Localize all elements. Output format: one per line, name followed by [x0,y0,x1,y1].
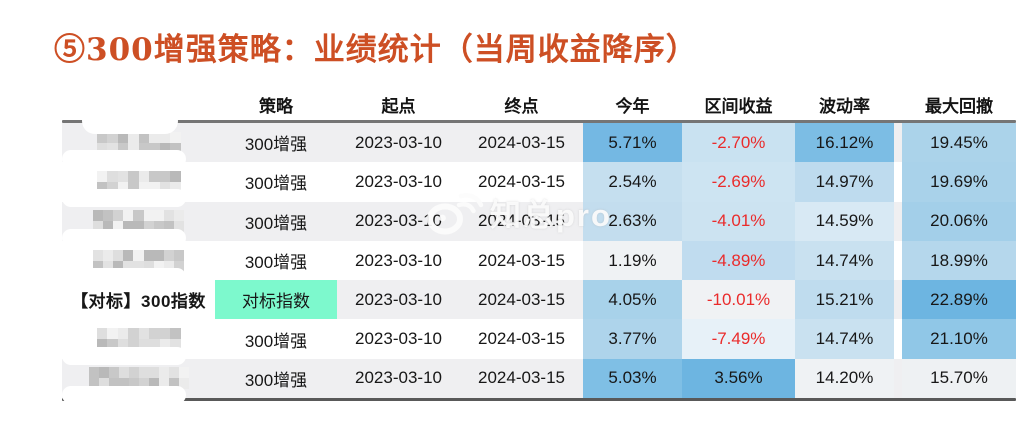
start-date-cell: 2023-03-10 [355,132,442,152]
ytd-value-cell: 1.19% [583,240,682,281]
table-header-row: 策略 起点 终点 今年 区间收益 波动率 最大回撤 [62,88,1016,120]
column-header: 波动率 [819,96,870,116]
censor-smudge [62,385,186,404]
start-date-cell: 2023-03-10 [355,250,442,270]
censored-name-mosaic [88,367,189,390]
page-title: ⑤300增强策略：业绩统计（当周收益降序） [54,32,698,68]
name-cell-masked [62,359,215,398]
column-header: 起点 [381,96,416,116]
table-row: 【对标】300指数 对标指数 2023-03-10 2024-03-15 4.05% -1… [62,280,1016,320]
performance-table: 策略 起点 终点 今年 区间收益 波动率 最大回撤 300增强 2023-03-10 2024-… [62,88,1016,402]
table-row: 300增强 2023-03-10 2024-03-15 5.71% -2.70% 16.1… [62,123,1016,163]
max-drawdown-cell: 19.69% [902,162,1016,202]
table-top-border [62,120,1016,123]
volatility-cell: 14.20% [795,358,894,399]
censored-name-mosaic [96,170,181,193]
start-date-cell: 2023-03-10 [355,171,442,191]
interval-return-cell: -2.69% [682,162,795,202]
end-date-cell: 2024-03-15 [478,211,565,231]
ytd-value-cell: 3.77% [583,319,682,359]
start-date-cell: 2023-03-10 [355,368,442,388]
column-gap [894,202,902,241]
max-drawdown-cell: 19.45% [902,123,1016,163]
strategy-cell: 300增强 [244,174,308,194]
ytd-value-cell: 5.03% [583,358,682,399]
name-cell: 【对标】300指数 [62,280,215,320]
interval-return-cell: -4.89% [682,240,795,281]
name-cell-masked [62,241,215,280]
end-date-cell: 2024-03-15 [478,132,565,152]
ytd-value-cell: 5.71% [583,123,682,163]
ytd-value-cell: 2.54% [583,162,682,202]
interval-return-cell: -4.01% [682,201,795,241]
volatility-cell: 15.21% [795,280,894,320]
name-cell-masked [62,162,215,201]
censored-name-mosaic [92,249,185,272]
censor-smudge [82,108,178,134]
name-cell-masked [62,202,215,241]
volatility-cell: 14.74% [795,319,894,359]
volatility-cell: 14.59% [795,201,894,241]
name-cell-masked [62,319,215,358]
column-header: 区间收益 [704,96,773,116]
strategy-cell: 300增强 [244,213,308,233]
end-date-cell: 2024-03-15 [478,171,565,191]
max-drawdown-cell: 22.89% [902,280,1016,320]
ytd-value-cell: 4.05% [583,280,682,320]
strategy-cell: 300增强 [244,253,308,273]
censor-smudge [62,150,186,168]
start-date-cell: 2023-03-10 [355,289,442,309]
column-header: 今年 [615,96,650,116]
column-header: 最大回撤 [925,96,993,116]
interval-return-cell: -7.49% [682,319,795,359]
censored-name-mosaic [96,328,181,351]
censored-name-mosaic [92,210,185,233]
max-drawdown-cell: 20.06% [902,201,1016,241]
column-gap [894,359,902,398]
censored-name-mosaic [96,131,181,154]
table-body: 300增强 2023-03-10 2024-03-15 5.71% -2.70% 16.1… [62,123,1016,399]
censor-smudge [62,267,186,286]
column-gap [894,162,902,201]
volatility-cell: 14.97% [795,162,894,202]
column-gap [894,123,902,162]
table-row: 300增强 2023-03-10 2024-03-15 3.77% -7.49% 14.7… [62,319,1016,359]
end-date-cell: 2024-03-15 [478,368,565,388]
max-drawdown-cell: 15.70% [902,358,1016,399]
strategy-cell-benchmark: 对标指数 [215,280,337,320]
interval-return-cell: 3.56% [682,358,795,399]
strategy-cell: 300增强 [244,331,308,351]
start-date-cell: 2023-03-10 [355,211,442,231]
strategy-cell: 300增强 [244,135,308,155]
table-bottom-border [62,398,1016,402]
censor-smudge [62,346,186,365]
column-gap [894,280,902,319]
table-row: 300增强 2023-03-10 2024-03-15 2.54% -2.69% 14.9… [62,162,1016,202]
table-row: 300增强 2023-03-10 2024-03-15 5.03% 3.56% 14.20… [62,358,1016,399]
end-date-cell: 2024-03-15 [478,250,565,270]
max-drawdown-cell: 21.10% [902,319,1016,359]
start-date-cell: 2023-03-10 [355,329,442,349]
column-gap [894,319,902,358]
column-gap [894,241,902,280]
volatility-cell: 16.12% [795,123,894,163]
table-row: 300增强 2023-03-10 2024-03-15 2.63% -4.01% 14.5… [62,201,1016,241]
name-cell-masked [62,123,215,162]
table-row: 300增强 2023-03-10 2024-03-15 1.19% -4.89% 14.7… [62,240,1016,281]
interval-return-cell: -2.70% [682,123,795,163]
max-drawdown-cell: 18.99% [902,240,1016,281]
column-header: 策略 [259,96,293,116]
column-header: 终点 [504,96,539,116]
ytd-value-cell: 2.63% [583,201,682,241]
end-date-cell: 2024-03-15 [478,329,565,349]
end-date-cell: 2024-03-15 [478,289,565,309]
censor-smudge [62,228,186,247]
strategy-cell: 300增强 [244,370,308,390]
interval-return-cell: -10.01% [682,280,795,320]
censor-smudge [62,189,186,208]
volatility-cell: 14.74% [795,240,894,281]
